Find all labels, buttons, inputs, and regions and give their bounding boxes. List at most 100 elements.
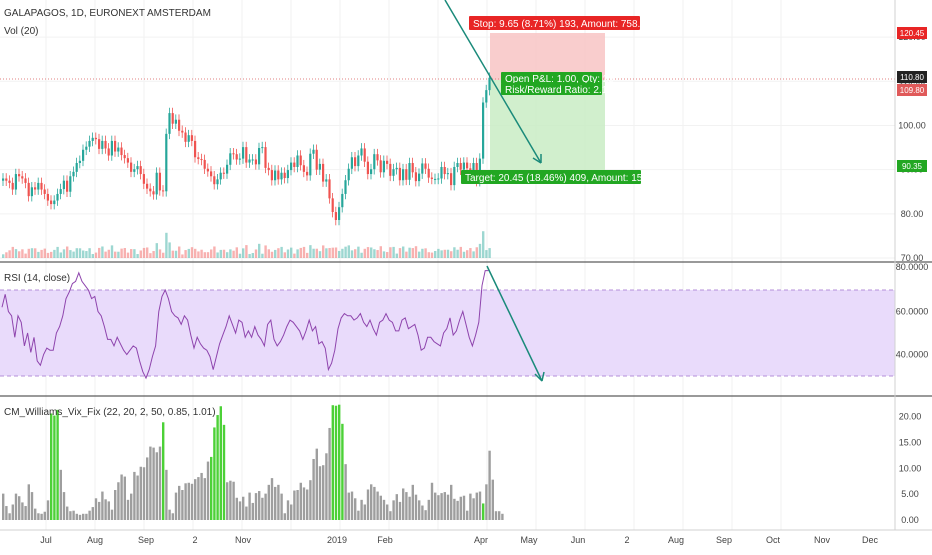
volume-bar [37, 251, 40, 258]
candle-body [309, 153, 312, 176]
candle-body [488, 77, 491, 91]
trend-arrow-1[interactable] [444, 0, 542, 164]
time-tick-label: Oct [766, 535, 781, 545]
vix-bar [501, 513, 504, 520]
candle-body [325, 179, 328, 182]
vix-bar [117, 482, 120, 520]
volume-bar [430, 252, 434, 258]
candle-body [120, 147, 123, 156]
candle-body [248, 159, 251, 163]
volume-bar [389, 247, 392, 258]
volume-bar [334, 247, 338, 258]
target-price-badge: 90.35 [897, 160, 927, 172]
candle-body [219, 172, 222, 180]
vix-bar [379, 495, 382, 520]
vix-bar [85, 513, 88, 520]
volume-bar [62, 249, 66, 258]
candle-body [437, 178, 440, 180]
vix-bar [328, 427, 331, 520]
rsi-axis[interactable]: 40.0000 60.0000 80.0000 [896, 262, 929, 360]
volume-bar [222, 249, 226, 258]
rsi-series[interactable] [1, 270, 489, 380]
candle-body [181, 130, 184, 133]
time-tick-label: 2 [624, 535, 629, 545]
volume-bar [318, 251, 322, 258]
open-pnl-label[interactable]: Open P&L: 1.00, Qty: 25 [501, 72, 614, 85]
vix-bar [21, 502, 24, 520]
vix-bar [360, 499, 363, 520]
candle-body [389, 163, 392, 176]
volume-bar [226, 252, 229, 258]
volume-bar [398, 248, 402, 258]
svg-text:Open P&L: 1.00, Qty: 25: Open P&L: 1.00, Qty: 25 [505, 74, 614, 85]
candle-body [155, 172, 158, 195]
candle-body [162, 190, 165, 192]
vix-bar [37, 513, 40, 520]
vix-bar [152, 447, 155, 520]
volume-bar [72, 251, 75, 258]
candle-body [53, 200, 56, 205]
candle-body [482, 102, 485, 159]
vix-bar [245, 506, 248, 520]
stop-label[interactable]: Stop: 9.65 (8.71%) 193, Amount: 758.75 [469, 16, 652, 30]
candle-body [133, 169, 136, 172]
vix-bar [216, 415, 219, 520]
volume-bar [91, 254, 94, 258]
vix-bar [146, 457, 149, 520]
vix-bar [453, 498, 456, 520]
candle-body [152, 191, 155, 195]
candle-body [370, 169, 373, 175]
vix-bar [242, 496, 245, 520]
volume-bar [43, 248, 46, 258]
candle-body [290, 162, 293, 171]
candle-body [46, 193, 49, 201]
candle-body [328, 179, 331, 199]
volume-bar [434, 251, 437, 258]
vix-bar [322, 465, 325, 520]
vix-bar [270, 478, 274, 520]
candle-body [66, 180, 69, 192]
vix-bar [258, 491, 261, 520]
candle-body [254, 159, 257, 165]
volume-bar [405, 251, 408, 258]
vix-axis[interactable]: 0.00 5.00 10.00 15.00 20.00 [899, 412, 922, 525]
trend-arrow-2[interactable] [486, 265, 545, 382]
vix-bar [309, 480, 312, 520]
time-tick-label: Dec [862, 535, 879, 545]
risk-reward-label[interactable]: Risk/Reward Ratio: 2.12 [501, 83, 613, 96]
vix-bar [440, 493, 443, 520]
volume-bar [418, 251, 421, 258]
vix-fix-histogram[interactable] [2, 404, 504, 520]
vix-bar [469, 493, 472, 520]
candle-body [306, 171, 309, 176]
vix-bar [120, 474, 123, 520]
volume-bar [338, 250, 341, 258]
candle-body [78, 160, 81, 164]
vix-bar [110, 509, 114, 520]
time-axis[interactable]: Jul Aug Sep 2 Nov 2019 Feb Apr May Jun 2 Aug Sep Oct N… [40, 535, 878, 545]
vix-bar [395, 494, 398, 520]
volume-bar [325, 248, 328, 258]
vix-bar [478, 491, 482, 520]
volume-bar [302, 246, 306, 258]
vix-bar [350, 491, 354, 520]
target-label[interactable]: Target: 20.45 (18.46%) 409, Amount: 1511… [461, 170, 667, 184]
volume-bar [117, 251, 120, 258]
volume-bar [187, 248, 190, 258]
volume-bar [101, 246, 104, 258]
volume-bar [379, 246, 382, 258]
volume-bar [78, 248, 82, 258]
candle-body [110, 140, 113, 156]
candle-body [386, 160, 389, 164]
volume-bar [309, 245, 312, 258]
volume-bar [114, 251, 117, 258]
volume-bar [88, 248, 91, 258]
vix-bar [2, 493, 5, 520]
volume-bar [203, 252, 206, 258]
vix-bar [187, 482, 190, 520]
volume-bar [130, 249, 133, 258]
vix-bar [94, 498, 98, 520]
target-zone[interactable] [490, 80, 605, 173]
